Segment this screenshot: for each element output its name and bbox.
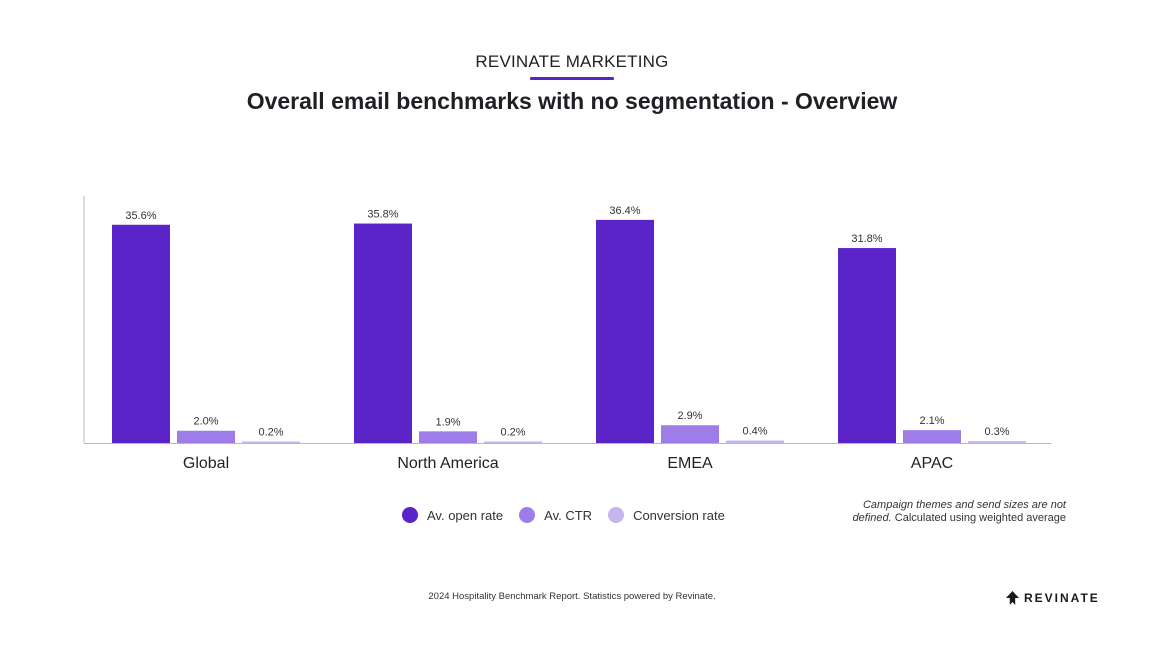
data-label: 0.4%	[742, 426, 767, 438]
chart-title: Overall email benchmarks with no segment…	[246, 88, 898, 114]
legend-item-conversion: Conversion rate	[608, 507, 725, 523]
brand-name: REVINATE	[1024, 591, 1100, 605]
data-label: 35.6%	[125, 210, 156, 222]
data-label: 31.8%	[851, 233, 882, 245]
revinate-logo-icon	[1006, 591, 1019, 605]
data-label: 0.3%	[984, 426, 1009, 438]
bar-apac-series-1	[903, 430, 961, 443]
bar-global-series-0	[112, 224, 170, 443]
bar-global-series-1	[177, 430, 235, 443]
data-label: 2.1%	[919, 415, 944, 427]
legend-item-open-rate: Av. open rate	[402, 507, 503, 523]
chart-legend: Av. open rate Av. CTR Conversion rate	[402, 505, 725, 525]
note-line2: defined. Calculated using weighted avera…	[830, 512, 1066, 525]
bar-global-series-2	[242, 441, 300, 443]
bar-north-america-series-0	[354, 223, 412, 443]
footer-source: 2024 Hospitality Benchmark Report. Stati…	[428, 591, 716, 602]
note-line2-italic: defined.	[852, 512, 892, 524]
bar-north-america-series-2	[484, 441, 542, 443]
note-line2-rest: Calculated using weighted average	[891, 512, 1066, 524]
bar-emea-series-1	[661, 425, 719, 443]
bar-chart: 35.6% 2.0% 0.2% Global 35.8% 1.9% 0.2% North Am…	[83, 196, 1051, 472]
data-label: 2.9%	[677, 410, 702, 422]
data-label: 0.2%	[500, 427, 525, 439]
legend-item-ctr: Av. CTR	[519, 507, 592, 523]
bar-north-america-series-1	[419, 431, 477, 443]
x-tick-label: EMEA	[667, 455, 713, 472]
x-tick-label: APAC	[911, 455, 953, 472]
x-tick-label: Global	[183, 455, 229, 472]
methodology-note: Campaign themes and send sizes are not d…	[830, 499, 1066, 525]
eyebrow-underline	[530, 77, 614, 80]
legend-swatch-open-rate	[402, 507, 418, 523]
note-line1: Campaign themes and send sizes are not	[862, 499, 1066, 511]
data-label: 36.4%	[609, 205, 640, 217]
data-label: 0.2%	[258, 427, 283, 439]
legend-label-ctr: Av. CTR	[544, 507, 593, 523]
legend-label-open-rate: Av. open rate	[427, 507, 504, 523]
data-label: 1.9%	[435, 416, 460, 428]
legend-swatch-conversion	[608, 507, 625, 523]
report-eyebrow: REVINATE MARKETING	[475, 52, 669, 71]
bar-emea-series-0	[596, 219, 654, 443]
bar-apac-series-2	[968, 441, 1026, 443]
brand-logo: REVINATE	[1006, 590, 1100, 606]
bar-apac-series-0	[838, 248, 896, 443]
legend-label-conversion: Conversion rate	[633, 507, 725, 523]
x-tick-label: North America	[397, 455, 498, 472]
data-label: 35.8%	[367, 209, 398, 221]
legend-swatch-ctr	[519, 507, 536, 523]
data-label: 2.0%	[193, 416, 218, 428]
bar-emea-series-2	[726, 440, 784, 443]
